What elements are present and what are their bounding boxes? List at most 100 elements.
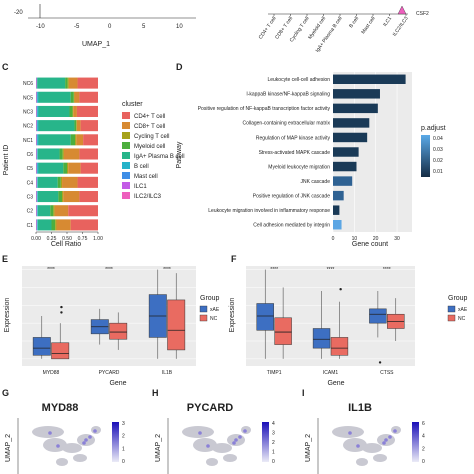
padj-tick-label: 0.03: [433, 147, 443, 153]
umap-expression-dot: [382, 441, 386, 445]
bar-segment: [70, 219, 98, 231]
panel-label-d: D: [176, 62, 183, 72]
bar-segment: [75, 134, 77, 146]
bar-segment: [38, 134, 71, 146]
pathway-bar: [333, 161, 357, 172]
top-celltype-label: ILC2/ILC3: [392, 16, 410, 38]
gene-label: CTSS: [380, 370, 394, 376]
bar-segment: [36, 134, 37, 146]
pathway-bar: [333, 74, 406, 84]
umap-expression-dot: [238, 435, 242, 439]
umap-scale-label: 6: [422, 421, 425, 427]
pathway-bar: [333, 103, 378, 114]
bar-segment: [36, 176, 37, 188]
box-body: [167, 299, 186, 351]
group-legend-swatch: [199, 314, 208, 322]
top-umap-axis: -20 -10 -5 0 5 10 UMAP_1: [14, 4, 196, 48]
group-legend-label: xAE: [458, 307, 468, 313]
c-category-label: NC1: [23, 138, 33, 144]
legend-label: CD4+ T cell: [134, 114, 165, 120]
bar-segment: [38, 162, 64, 174]
top-x-tick: 5: [142, 24, 146, 30]
bar-segment: [63, 162, 67, 174]
legend-swatch: [122, 192, 130, 199]
top-umap-label: UMAP_1: [82, 41, 110, 48]
f-xlabel: Gene: [327, 380, 344, 387]
box-body: [109, 322, 128, 340]
umap-expression-dot: [56, 444, 60, 448]
panel-label-f: F: [231, 254, 237, 264]
panel-label-g: G: [2, 388, 9, 398]
umap-scale-label: 0: [272, 459, 275, 465]
e-legend-title: Group: [200, 295, 220, 302]
bar-segment: [37, 148, 38, 160]
umap-expression-dot: [232, 441, 236, 445]
legend-swatch: [122, 182, 130, 189]
panel-label-i: I: [302, 388, 305, 398]
legend-label: B cell: [134, 164, 149, 170]
bar-segment: [62, 176, 78, 188]
box-body: [32, 337, 51, 356]
panel-label-e: E: [2, 254, 8, 264]
c-category-label: NC2: [23, 124, 33, 130]
bar-segment: [37, 134, 39, 146]
umap-cell-cluster: [62, 443, 82, 453]
bar-segment: [63, 148, 80, 160]
top-celltype-label: ILC1: [382, 16, 393, 28]
legend-label: IgA+ Plasma B cell: [134, 154, 185, 160]
bar-segment: [51, 219, 56, 231]
significance-label: ****: [327, 267, 335, 273]
umap-expression-dot: [82, 441, 86, 445]
bar-segment: [36, 120, 38, 132]
umap-cell-cluster: [182, 426, 214, 438]
bar-segment: [70, 91, 74, 103]
bar-segment: [37, 77, 66, 89]
pathway-label: Leukocyte migration involved in inflamma…: [208, 208, 330, 214]
bar-segment: [73, 91, 75, 103]
umap-expression-dot: [93, 429, 97, 433]
pathway-bar: [333, 147, 359, 157]
group-legend-swatch: [199, 305, 208, 313]
umap-cell-cluster: [343, 438, 367, 452]
umap-ylabel: UMAP_2: [305, 434, 312, 462]
c-category-label: NC6: [23, 81, 33, 87]
c-x-tick-label: 0.00: [31, 236, 41, 242]
bar-segment: [77, 77, 98, 89]
padj-tick-label: 0.04: [433, 136, 443, 142]
significance-label: ****: [383, 267, 391, 273]
c-category-label: C1: [27, 223, 34, 229]
legend-swatch: [122, 142, 130, 149]
pathway-label: I-kappaB kinase/NF-kappaB signaling: [246, 92, 330, 98]
d-xlabel: Gene count: [352, 241, 388, 248]
umap-ylabel: UMAP_2: [5, 434, 12, 462]
bar-segment: [36, 162, 37, 174]
bar-segment: [36, 219, 37, 231]
umap-cell-cluster: [43, 438, 67, 452]
c-x-tick-label: 1.00: [93, 236, 103, 242]
umap-cell-cluster: [332, 426, 364, 438]
d-x-tick-label: 20: [373, 236, 379, 242]
bar-segment: [56, 219, 71, 231]
bar-segment: [60, 176, 63, 188]
d-legend-title: p.adjust: [421, 125, 446, 132]
panel-label-c: C: [2, 62, 9, 72]
c-legend-title: cluster: [122, 101, 143, 108]
bar-segment: [36, 134, 38, 146]
pathway-label: Leukocyte cell-cell adhesion: [267, 77, 330, 83]
stacked-bar-chart: NC6 NC5 NC3 NC2 NC1 C6 C5 C4 C3 C2 C1 0.00 0.25 0.50 0…: [23, 77, 185, 242]
box-outlier: [60, 305, 63, 309]
f-ylabel: Expression: [229, 298, 236, 333]
bar-segment: [77, 176, 98, 188]
umap-expression-dot: [348, 431, 352, 435]
umap-title: MYD88: [42, 402, 79, 414]
bar-segment: [37, 191, 59, 203]
top-y-tick: -20: [14, 10, 23, 16]
significance-label: ****: [163, 267, 171, 273]
legend-label: ILC2/ILC3: [134, 194, 162, 200]
umap-expression-dot: [393, 429, 397, 433]
d-x-tick-label: 30: [394, 236, 400, 242]
box-outlier: [60, 311, 63, 314]
group-legend-label: NC: [210, 316, 218, 322]
umap-cell-cluster: [212, 443, 232, 453]
